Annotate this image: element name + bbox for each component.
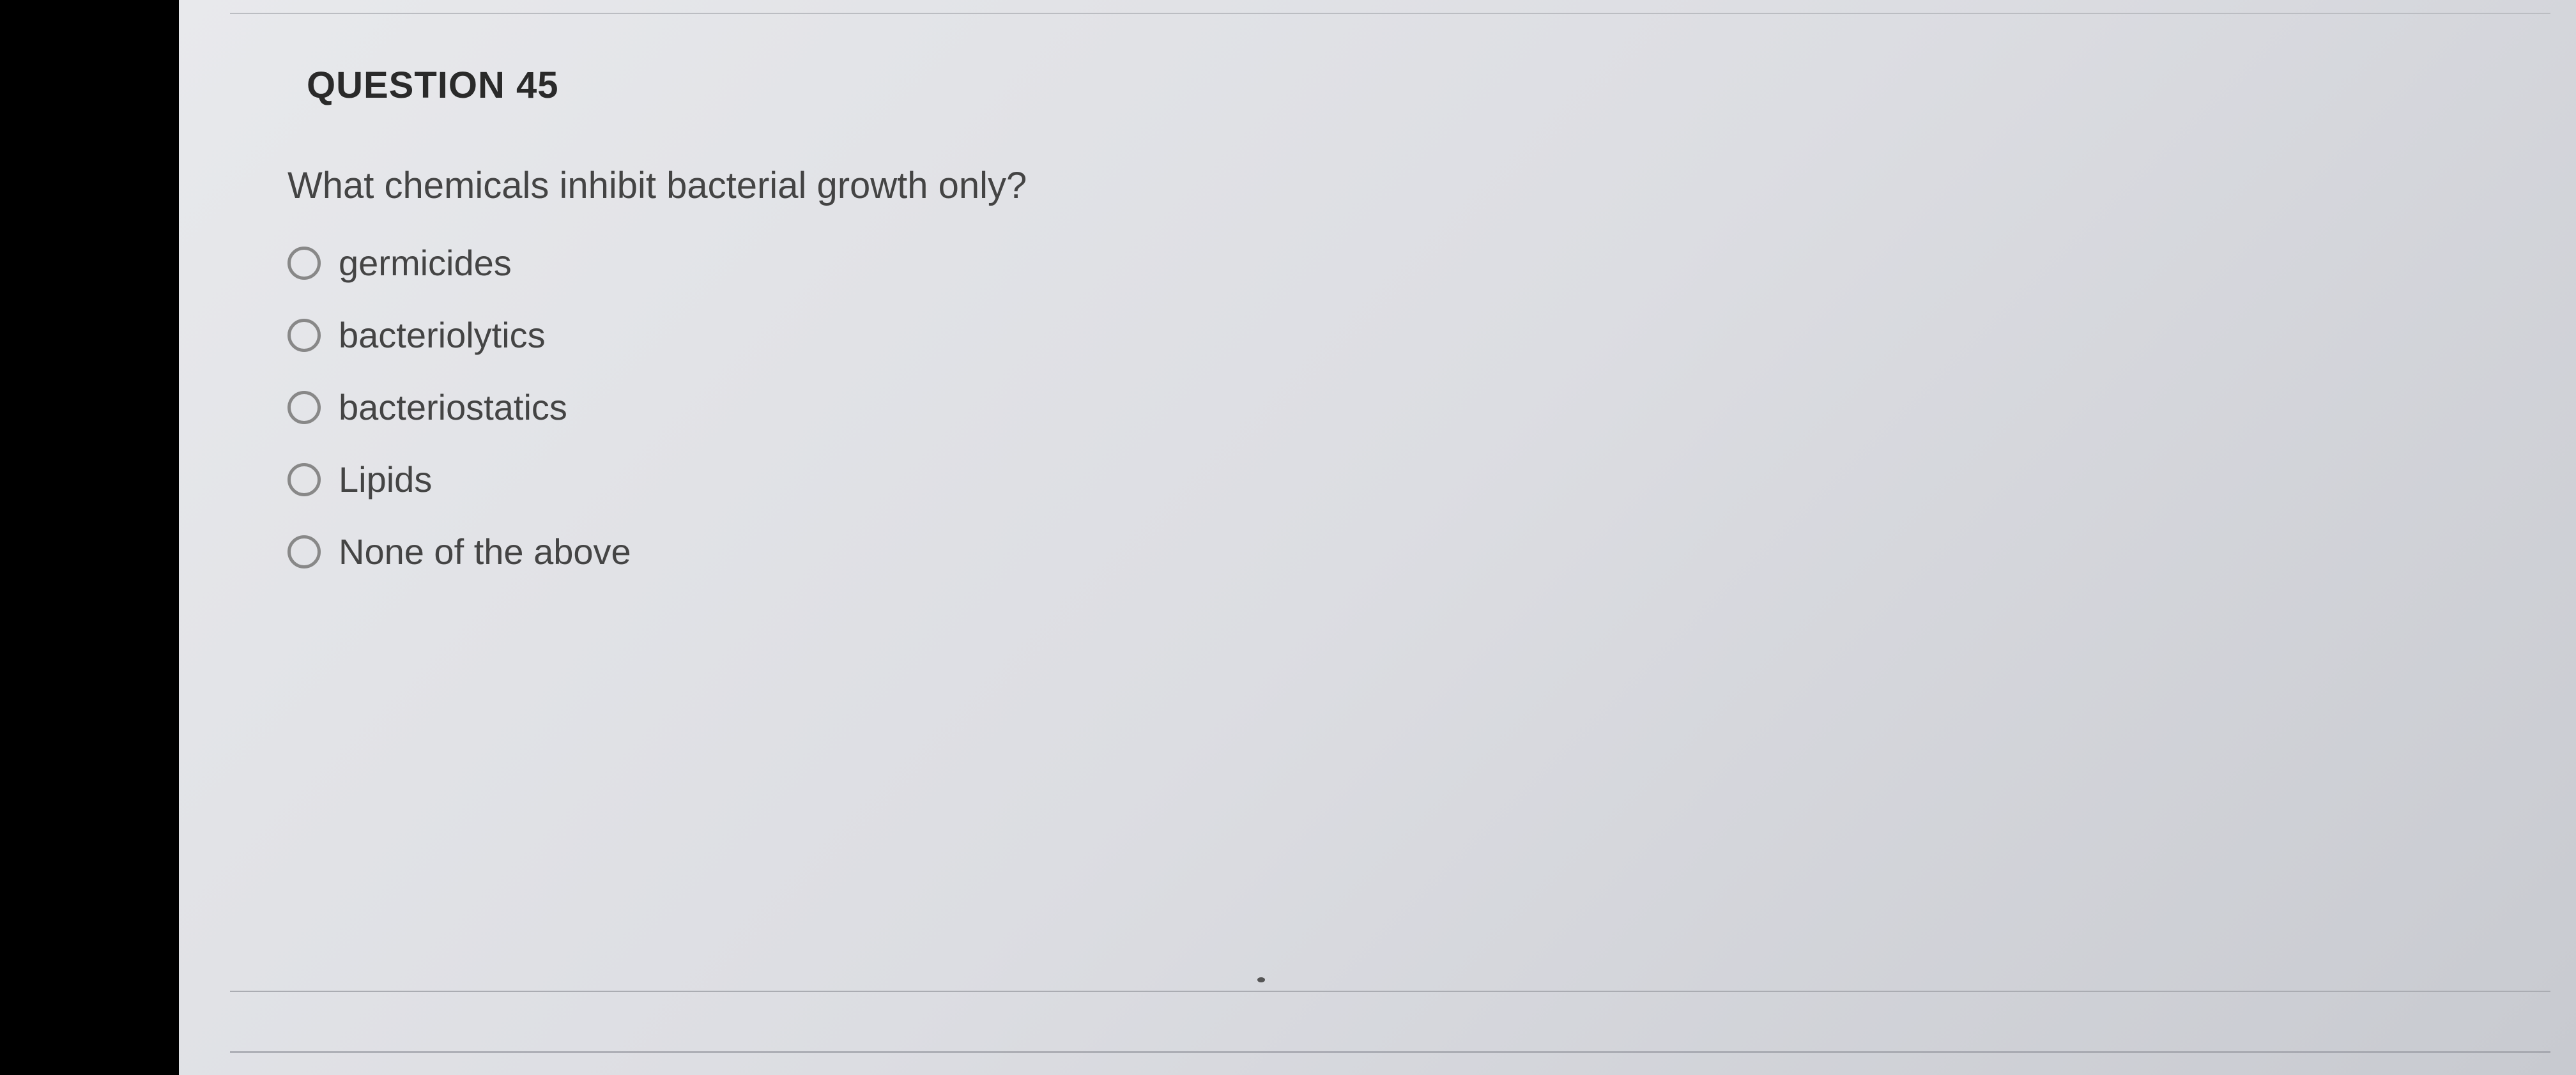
divider-top bbox=[230, 13, 2550, 14]
question-container: QUESTION 45 What chemicals inhibit bacte… bbox=[179, 0, 2576, 572]
options-list: germicides bacteriolytics bacteriostatic… bbox=[288, 242, 2576, 572]
radio-icon bbox=[288, 247, 321, 280]
screen-speck bbox=[1257, 977, 1265, 982]
radio-icon bbox=[288, 535, 321, 568]
radio-icon bbox=[288, 391, 321, 424]
option-label: None of the above bbox=[339, 531, 631, 572]
option-none-of-above[interactable]: None of the above bbox=[288, 531, 2576, 572]
option-label: bacteriostatics bbox=[339, 386, 567, 428]
left-black-bar bbox=[0, 0, 179, 1075]
option-label: bacteriolytics bbox=[339, 314, 546, 356]
divider-bottom-2 bbox=[230, 1051, 2550, 1053]
option-label: germicides bbox=[339, 242, 512, 284]
option-lipids[interactable]: Lipids bbox=[288, 459, 2576, 500]
radio-icon bbox=[288, 463, 321, 496]
option-bacteriostatics[interactable]: bacteriostatics bbox=[288, 386, 2576, 428]
radio-icon bbox=[288, 319, 321, 352]
option-germicides[interactable]: germicides bbox=[288, 242, 2576, 284]
option-bacteriolytics[interactable]: bacteriolytics bbox=[288, 314, 2576, 356]
option-label: Lipids bbox=[339, 459, 432, 500]
question-header: QUESTION 45 bbox=[307, 64, 2576, 107]
divider-bottom-1 bbox=[230, 991, 2550, 992]
question-panel: QUESTION 45 What chemicals inhibit bacte… bbox=[179, 0, 2576, 1075]
question-text: What chemicals inhibit bacterial growth … bbox=[288, 164, 2576, 207]
